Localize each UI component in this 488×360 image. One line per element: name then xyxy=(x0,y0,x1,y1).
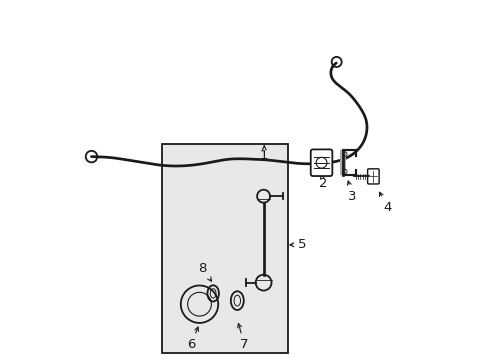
FancyBboxPatch shape xyxy=(310,149,332,176)
Bar xyxy=(340,150,346,175)
Text: 3: 3 xyxy=(346,181,356,203)
Text: 7: 7 xyxy=(237,324,248,351)
FancyBboxPatch shape xyxy=(367,169,378,184)
Text: 5: 5 xyxy=(289,238,305,251)
Text: 4: 4 xyxy=(379,192,391,214)
Text: 8: 8 xyxy=(198,262,211,281)
Text: 2: 2 xyxy=(318,174,326,190)
Bar xyxy=(162,144,287,353)
Text: 6: 6 xyxy=(186,327,198,351)
Text: 1: 1 xyxy=(260,146,268,162)
